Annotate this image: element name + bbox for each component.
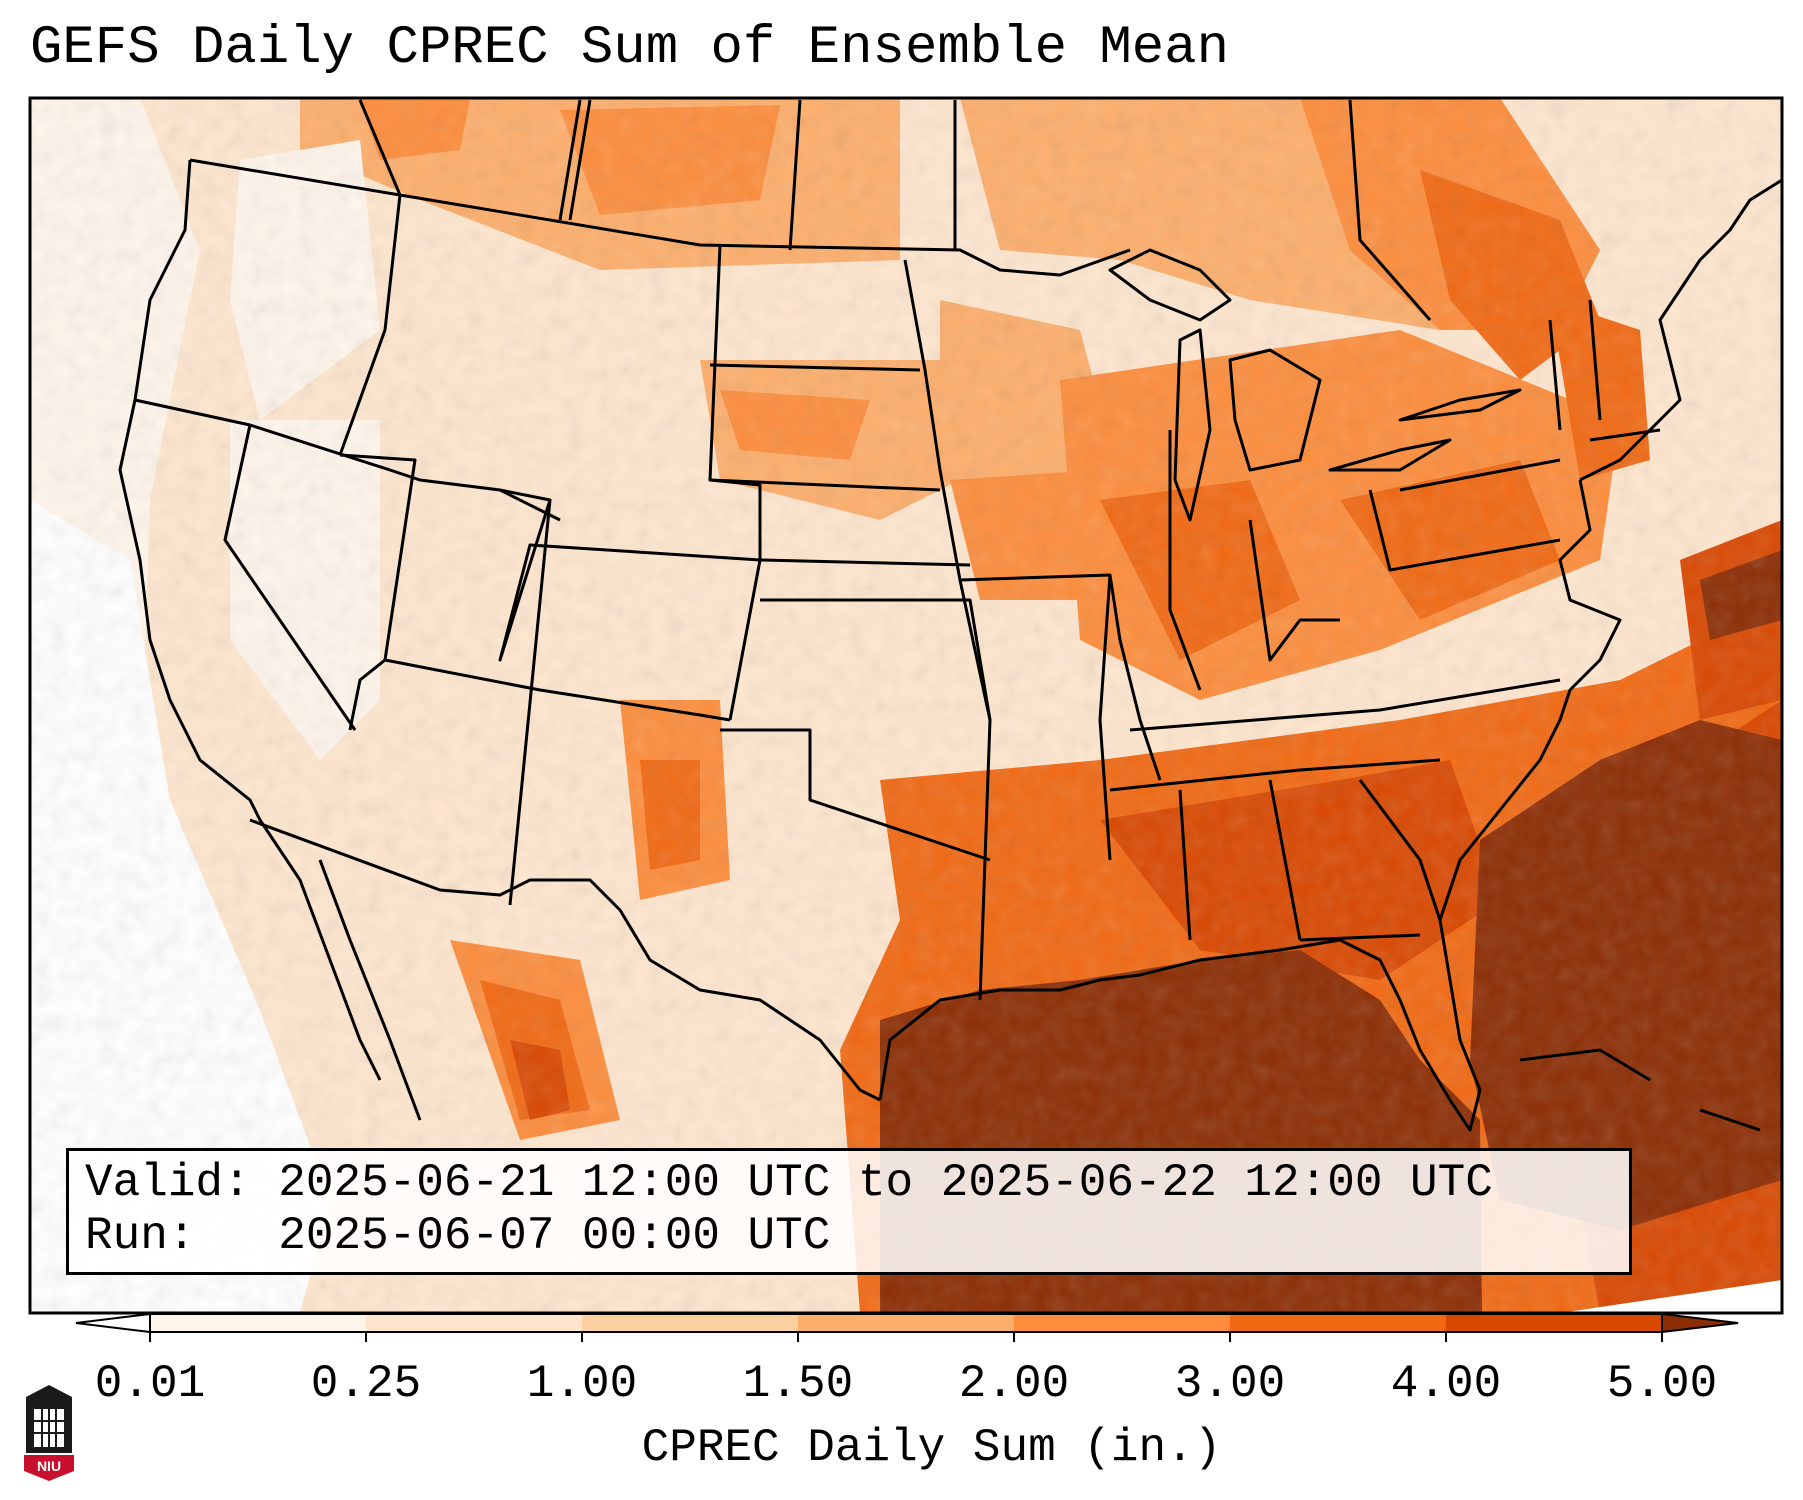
colorbar-over-arrow — [1661, 1312, 1739, 1334]
colorbar-label: CPREC Daily Sum (in.) — [641, 1422, 1222, 1474]
colorbar-bin-2 — [582, 1314, 798, 1332]
niu-logo-text: NIU — [37, 1458, 61, 1474]
map-title: GEFS Daily CPREC Sum of Ensemble Mean — [30, 18, 1229, 79]
colorbar-bin-0 — [150, 1314, 366, 1332]
colorbar-tick-0: 0.01 — [94, 1358, 206, 1410]
colorbar-bin-3 — [798, 1314, 1014, 1332]
colorbar-tick-7: 5.00 — [1606, 1358, 1718, 1410]
valid-run-box: Valid: 2025-06-21 12:00 UTC to 2025-06-2… — [66, 1148, 1632, 1275]
colorbar-tick-1: 0.25 — [310, 1358, 422, 1410]
niu-logo: NIU — [24, 1385, 74, 1481]
colorbar-tick-6: 4.00 — [1390, 1358, 1502, 1410]
colorbar-bin-5 — [1230, 1314, 1446, 1332]
valid-value: 2025-06-21 12:00 UTC to 2025-06-22 12:00… — [278, 1157, 1493, 1209]
colorbar-tick-2: 1.00 — [526, 1358, 638, 1410]
boundaries — [118, 99, 1782, 1132]
colorbar-bin-4 — [1014, 1314, 1230, 1332]
precip-field — [30, 98, 1782, 1313]
colorbar-bin-6 — [1446, 1314, 1662, 1332]
colorbar-bin-1 — [366, 1314, 582, 1332]
run-value: 2025-06-07 00:00 UTC — [278, 1210, 831, 1262]
colorbar-tick-5: 3.00 — [1174, 1358, 1286, 1410]
colorbar — [75, 1312, 1739, 1342]
valid-label: Valid: — [85, 1157, 251, 1209]
west-coastline — [118, 159, 262, 821]
colorbar-tick-3: 1.50 — [742, 1358, 854, 1410]
run-label: Run: — [85, 1210, 196, 1262]
colorbar-tick-4: 2.00 — [958, 1358, 1070, 1410]
colorbar-under-arrow — [75, 1312, 151, 1334]
